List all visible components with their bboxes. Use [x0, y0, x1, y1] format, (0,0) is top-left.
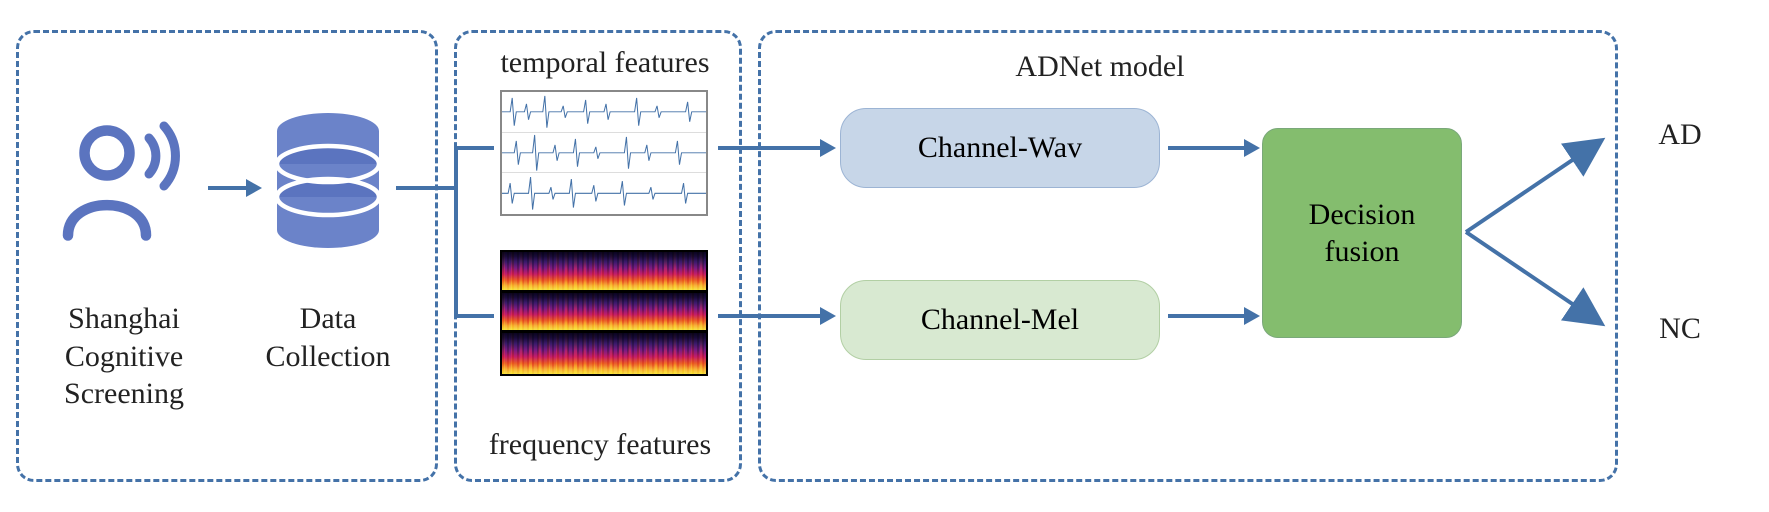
output-ad-label: AD	[1640, 116, 1720, 154]
decision-fusion-box: Decision fusion	[1262, 128, 1462, 338]
channel-wav-box: Channel-Wav	[840, 108, 1160, 188]
channel-mel-box: Channel-Mel	[840, 280, 1160, 360]
decision-fusion-text: Decision fusion	[1309, 196, 1416, 271]
temporal-label: temporal features	[480, 44, 730, 82]
output-nc-label: NC	[1640, 310, 1720, 348]
database-icon	[268, 110, 388, 260]
channel-mel-text: Channel-Mel	[921, 303, 1079, 337]
waveform-thumbnail	[500, 90, 708, 216]
adnet-label: ADNet model	[1000, 48, 1200, 86]
output-split	[1462, 120, 1632, 350]
screening-label: Shanghai Cognitive Screening	[34, 300, 214, 413]
frequency-label: frequency features	[470, 426, 730, 464]
person-speaking-icon	[50, 108, 200, 258]
data-collection-label: Data Collection	[258, 300, 398, 375]
spectrogram-thumbnail	[500, 250, 708, 376]
channel-wav-text: Channel-Wav	[918, 131, 1082, 165]
